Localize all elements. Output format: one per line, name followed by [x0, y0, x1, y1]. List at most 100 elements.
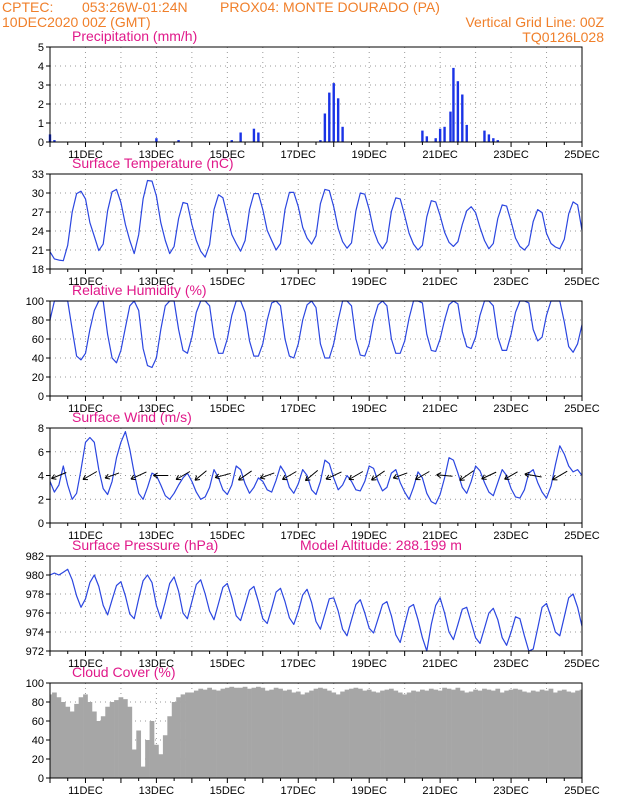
cloud-bar: [397, 692, 403, 778]
cloud-ytick-label: 0: [38, 773, 44, 785]
pressure-ytick-label: 976: [26, 608, 44, 620]
temp-xtick-label: 17DEC: [281, 276, 317, 288]
wind-arrow: [51, 472, 67, 480]
cloud-bar: [437, 690, 443, 778]
temp-series-line: [49, 179, 583, 262]
cloud-bar: [180, 694, 186, 778]
cloud-bar: [322, 688, 328, 778]
cloud-bar: [256, 686, 261, 778]
precip-xtick-label: 15DEC: [210, 149, 246, 161]
rh-ytick-label: 80: [32, 315, 44, 327]
cloud-bar: [171, 702, 177, 778]
precip-bar: [438, 128, 442, 142]
cloud-bar: [349, 688, 354, 778]
wind-arrow-shaft: [504, 471, 518, 480]
wind-arrow-head: [130, 478, 136, 481]
cloud-bar: [185, 692, 190, 778]
cloud-bar: [486, 689, 492, 778]
cloud-bar: [65, 706, 71, 778]
wind-arrow-shaft: [104, 472, 120, 479]
precip-bar: [456, 81, 460, 142]
rh-xtick-label: 17DEC: [281, 403, 317, 415]
wind-xtick-label: 11DEC: [68, 530, 103, 542]
cloud-bar: [557, 690, 563, 778]
pressure-xtick-label: 15DEC: [210, 658, 246, 670]
cloud-bar: [145, 740, 150, 778]
precip-bar: [177, 140, 180, 142]
wind-arrow: [238, 470, 252, 481]
cloud-bar: [100, 716, 106, 778]
cloud-bar: [193, 690, 199, 778]
cloud-bar: [522, 691, 527, 778]
wind-arrow-head: [259, 473, 264, 479]
cloud-bar: [202, 689, 208, 778]
cloud-ytick-label: 100: [26, 678, 44, 690]
wind-arrow-head: [325, 478, 332, 481]
cloud-bar: [420, 689, 425, 778]
cloud-bar: [211, 689, 217, 778]
wind-arrow-shaft: [415, 471, 430, 480]
cloud-bar: [260, 687, 266, 778]
cloud-bar: [109, 702, 115, 778]
wind-arrow-head: [104, 473, 109, 479]
wind-arrow-shaft: [238, 470, 252, 481]
cloud-bar: [326, 690, 332, 778]
cloud-bar: [198, 688, 204, 778]
wind-ytick-label: 2: [38, 494, 44, 506]
wind-arrow: [304, 469, 319, 482]
cloud-bar: [96, 721, 102, 778]
precip-bar: [323, 113, 327, 142]
cloud-bar: [530, 690, 536, 778]
pressure-ytick-label: 982: [26, 551, 44, 563]
wind-arrow-head: [82, 474, 86, 480]
cloud-bar: [446, 688, 452, 778]
precip-bar: [332, 83, 335, 142]
wind-arrow: [371, 470, 385, 481]
rh-xtick-label: 23DEC: [493, 403, 529, 415]
temp-panel: 18 21 24 27 30 33 11DEC 13DEC 15DEC 17DEC 19DEC 21D…: [32, 155, 600, 288]
pressure-xtick-label: 11DEC: [68, 658, 103, 670]
cloud-bar: [105, 706, 110, 778]
wind-arrow-head: [175, 474, 179, 480]
wind-arrow-shaft: [260, 472, 275, 479]
temp-ytick-label: 30: [32, 188, 44, 200]
cloud-bar: [424, 690, 430, 778]
wind-arrow-head: [481, 478, 487, 480]
wind-arrow-head: [393, 477, 399, 480]
pressure-xtick-label: 19DEC: [351, 658, 387, 670]
wind-xtick-label: 15DEC: [210, 530, 246, 542]
wind-ytick-label: 4: [38, 471, 44, 483]
cloud-bar: [291, 692, 297, 778]
wind-arrow: [459, 470, 475, 481]
cloud-bar: [570, 692, 576, 778]
cloud-ytick-label: 20: [32, 754, 44, 766]
cloud-bar: [87, 702, 93, 778]
cloud-bar: [389, 688, 394, 778]
wind-arrow: [82, 471, 98, 481]
wind-arrow-head: [552, 475, 556, 481]
cloud-bar: [482, 688, 487, 778]
cloud-ytick-label: 80: [32, 697, 44, 709]
cloud-bar: [566, 691, 572, 778]
wind-arrow-head: [194, 475, 198, 481]
temp-xtick-label: 25DEC: [564, 276, 600, 288]
wind-arrow-shaft: [82, 471, 98, 480]
precip-panel: 0 1 2 3 4 5 11DEC 13DEC 15DEC 17DEC 19DEC 21DEC 23DE…: [38, 28, 600, 161]
wind-arrow: [552, 470, 568, 481]
wind-arrow-shaft: [481, 471, 497, 480]
wind-xtick-label: 17DEC: [281, 530, 317, 542]
wind-arrow-head: [304, 475, 308, 481]
wind-arrow-shaft: [552, 470, 568, 481]
cloud-bar: [455, 687, 461, 778]
precip-ytick-label: 4: [38, 61, 44, 73]
pressure-xtick-label: 23DEC: [493, 658, 529, 670]
cloud-xtick-label: 17DEC: [281, 785, 317, 797]
header: CPTEC: 053:26W-01:24N PROX04: MONTE DOUR…: [0, 0, 618, 46]
wind-arrow-shaft: [305, 469, 319, 482]
precip-bar: [53, 140, 56, 142]
cloud-bar: [247, 688, 252, 778]
rh-xtick-label: 21DEC: [422, 403, 458, 415]
pressure-xtick-label: 17DEC: [281, 658, 317, 670]
cloud-xtick-label: 25DEC: [564, 785, 600, 797]
pressure-xtick-label: 13DEC: [139, 658, 175, 670]
